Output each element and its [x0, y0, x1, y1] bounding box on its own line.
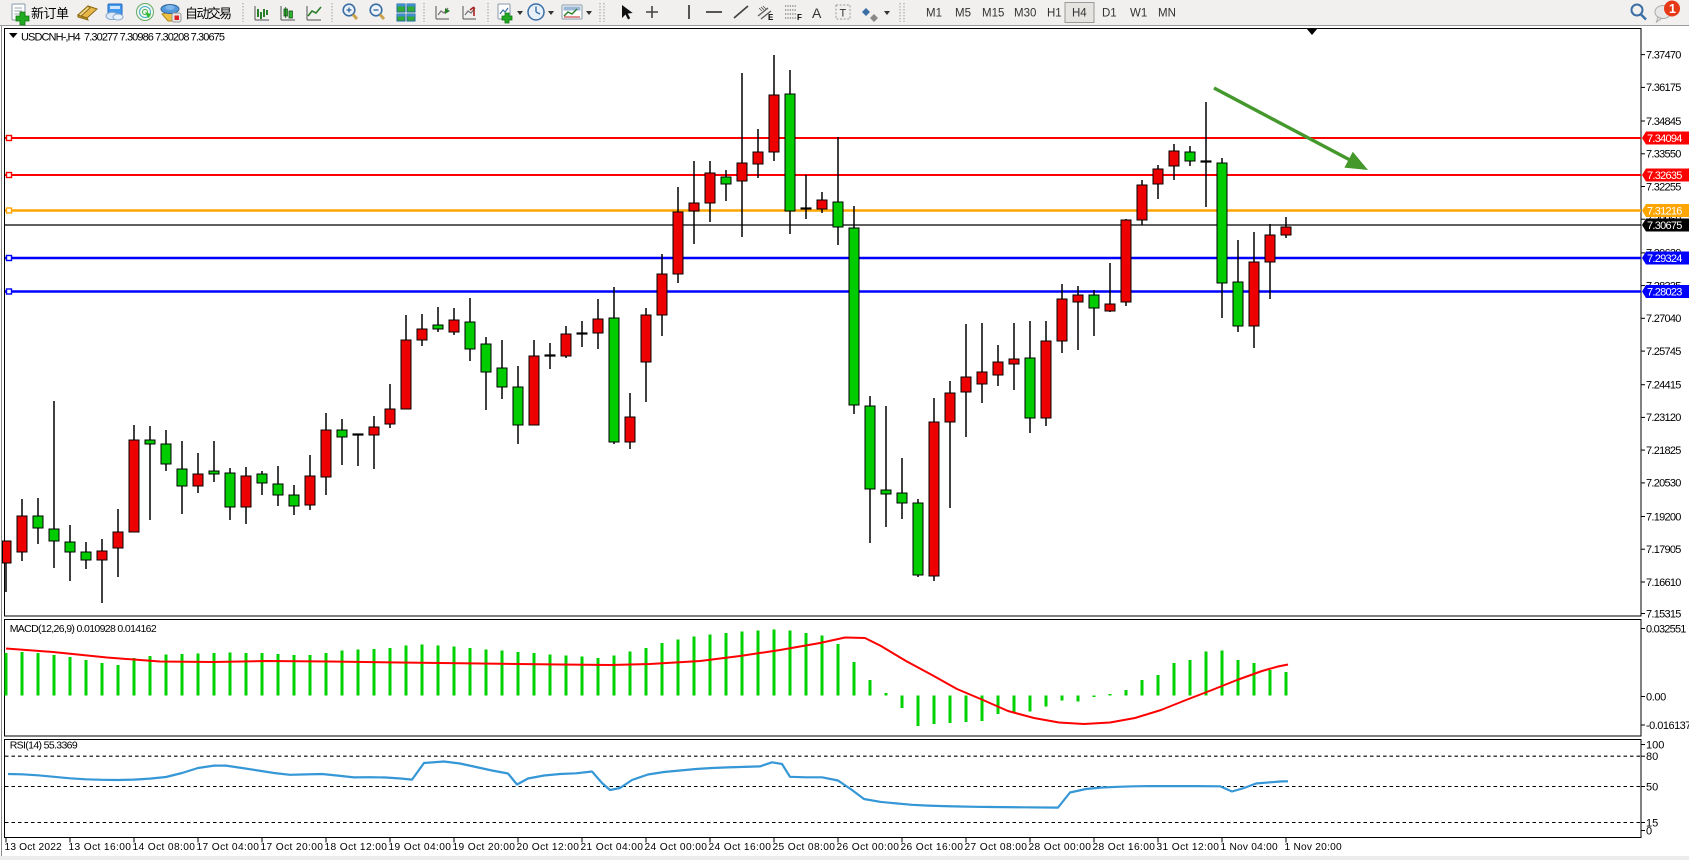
svg-text:MN: MN [1158, 8, 1176, 20]
svg-text:7.28023: 7.28023 [1647, 286, 1682, 298]
svg-text:17 Oct 20:00: 17 Oct 20:00 [261, 842, 324, 853]
svg-text:27 Oct 08:00: 27 Oct 08:00 [965, 842, 1028, 853]
svg-text:26 Oct 16:00: 26 Oct 16:00 [901, 842, 964, 853]
svg-text:7.31216: 7.31216 [1647, 205, 1682, 217]
svg-text:7.32635: 7.32635 [1647, 170, 1682, 182]
svg-text:0: 0 [1646, 825, 1652, 837]
svg-text:18 Oct 12:00: 18 Oct 12:00 [325, 842, 388, 853]
svg-text:M5: M5 [955, 8, 971, 20]
svg-text:13 Oct 2022: 13 Oct 2022 [5, 842, 63, 853]
svg-text:7.27040: 7.27040 [1646, 313, 1681, 325]
svg-text:H1: H1 [1047, 8, 1062, 20]
svg-text:7.24415: 7.24415 [1646, 380, 1681, 392]
svg-text:50: 50 [1646, 781, 1658, 793]
svg-text:USDCNH-,H4 7.30277 7.30986 7.: USDCNH-,H4 7.30277 7.30986 7.30208 7.306… [21, 32, 225, 44]
svg-text:MACD(12,26,9) 0.010928 0.01416: MACD(12,26,9) 0.010928 0.014162 [10, 623, 157, 635]
svg-text:7.34094: 7.34094 [1647, 133, 1682, 145]
svg-text:7.29324: 7.29324 [1647, 253, 1682, 265]
svg-text:7.20530: 7.20530 [1646, 478, 1681, 490]
svg-text:28 Oct 00:00: 28 Oct 00:00 [1029, 842, 1092, 853]
svg-text:7.36175: 7.36175 [1646, 82, 1681, 94]
svg-text:7.21825: 7.21825 [1646, 445, 1681, 457]
svg-text:1 Nov 04:00: 1 Nov 04:00 [1221, 842, 1279, 853]
svg-text:E: E [768, 13, 774, 22]
svg-text:7.23120: 7.23120 [1646, 412, 1681, 424]
svg-text:24 Oct 16:00: 24 Oct 16:00 [709, 842, 772, 853]
svg-text:19 Oct 20:00: 19 Oct 20:00 [453, 842, 516, 853]
svg-text:RSI(14) 55.3369: RSI(14) 55.3369 [10, 740, 78, 752]
svg-text:D1: D1 [1102, 8, 1117, 20]
svg-text:W1: W1 [1130, 8, 1147, 20]
svg-text:A: A [812, 5, 822, 21]
svg-text:M30: M30 [1014, 8, 1036, 20]
svg-text:14 Oct 08:00: 14 Oct 08:00 [133, 842, 196, 853]
svg-text:100: 100 [1646, 739, 1664, 751]
svg-text:H4: H4 [1072, 8, 1087, 20]
svg-text:13 Oct 16:00: 13 Oct 16:00 [69, 842, 132, 853]
svg-text:0.00: 0.00 [1646, 691, 1666, 703]
svg-text:7.33550: 7.33550 [1646, 149, 1681, 161]
svg-text:7.34845: 7.34845 [1646, 116, 1681, 128]
svg-text:20 Oct 12:00: 20 Oct 12:00 [517, 842, 580, 853]
svg-text:15: 15 [1646, 817, 1658, 829]
svg-text:7.15315: 7.15315 [1646, 608, 1681, 620]
svg-text:80: 80 [1646, 751, 1658, 763]
svg-text:24 Oct 00:00: 24 Oct 00:00 [645, 842, 708, 853]
svg-text:1 Nov 20:00: 1 Nov 20:00 [1285, 842, 1343, 853]
svg-text:31 Oct 12:00: 31 Oct 12:00 [1157, 842, 1220, 853]
svg-text:M15: M15 [982, 8, 1004, 20]
svg-text:1: 1 [1669, 2, 1676, 16]
svg-text:17 Oct 04:00: 17 Oct 04:00 [197, 842, 260, 853]
svg-text:7.30675: 7.30675 [1647, 220, 1682, 232]
svg-text:26 Oct 00:00: 26 Oct 00:00 [837, 842, 900, 853]
svg-text:T: T [840, 8, 847, 20]
svg-text:25 Oct 08:00: 25 Oct 08:00 [773, 842, 836, 853]
svg-text:7.16610: 7.16610 [1646, 577, 1681, 589]
svg-text:自动交易: 自动交易 [185, 6, 232, 21]
svg-text:M1: M1 [926, 8, 942, 20]
svg-text:21 Oct 04:00: 21 Oct 04:00 [581, 842, 644, 853]
svg-text:7.37470: 7.37470 [1646, 49, 1681, 61]
svg-text:7.32255: 7.32255 [1646, 181, 1681, 193]
svg-text:7.17905: 7.17905 [1646, 544, 1681, 556]
svg-text:7.25745: 7.25745 [1646, 346, 1681, 358]
svg-text:0.032551: 0.032551 [1646, 623, 1686, 635]
svg-text:F: F [797, 13, 802, 22]
svg-text:-0.016137: -0.016137 [1646, 720, 1689, 732]
svg-text:28 Oct 16:00: 28 Oct 16:00 [1093, 842, 1156, 853]
svg-text:7.19200: 7.19200 [1646, 511, 1681, 523]
svg-text:新订单: 新订单 [31, 6, 69, 21]
svg-text:19 Oct 04:00: 19 Oct 04:00 [389, 842, 452, 853]
